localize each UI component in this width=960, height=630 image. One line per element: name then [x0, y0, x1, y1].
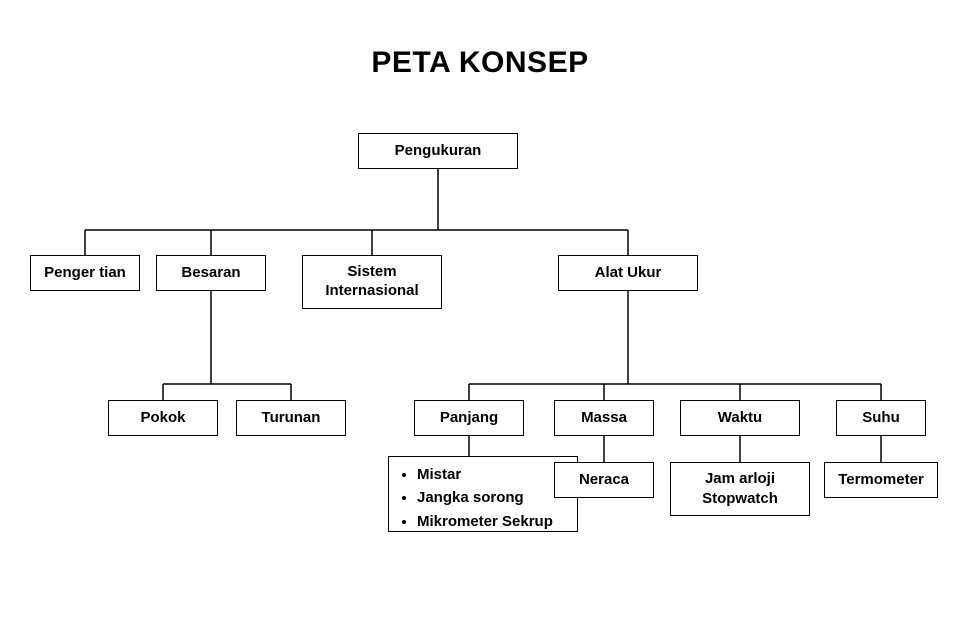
node-massa: Massa	[554, 400, 654, 436]
node-pengertian: Penger tian	[30, 255, 140, 291]
node-turunan-label: Turunan	[243, 409, 339, 428]
node-si-label: SistemInternasional	[309, 263, 435, 301]
leaf-neraca: Neraca	[554, 462, 654, 498]
node-waktu-label: Waktu	[687, 409, 793, 428]
node-besaran: Besaran	[156, 255, 266, 291]
node-alat: Alat Ukur	[558, 255, 698, 291]
node-waktu: Waktu	[680, 400, 800, 436]
leaf-panjang-item: Mikrometer Sekrup	[417, 510, 567, 533]
node-pengertian-label: Penger tian	[37, 264, 133, 283]
node-massa-label: Massa	[561, 409, 647, 428]
node-root-label: Pengukuran	[365, 142, 511, 161]
leaf-neraca-label: Neraca	[579, 470, 629, 490]
node-panjang: Panjang	[414, 400, 524, 436]
leaf-waktu: Jam arlojiStopwatch	[670, 462, 810, 516]
leaf-waktu-label: Jam arlojiStopwatch	[702, 469, 778, 510]
node-suhu-label: Suhu	[843, 409, 919, 428]
diagram-title: PETA KONSEP	[0, 46, 960, 80]
leaf-panjang-list: Mistar Jangka sorong Mikrometer Sekrup	[399, 463, 567, 533]
node-si: SistemInternasional	[302, 255, 442, 309]
node-root: Pengukuran	[358, 133, 518, 169]
leaf-termometer-label: Termometer	[838, 470, 924, 490]
node-besaran-label: Besaran	[163, 264, 259, 283]
node-alat-label: Alat Ukur	[565, 264, 691, 283]
node-pokok-label: Pokok	[115, 409, 211, 428]
node-panjang-label: Panjang	[421, 409, 517, 428]
node-pokok: Pokok	[108, 400, 218, 436]
leaf-panjang-item: Mistar	[417, 463, 567, 486]
node-turunan: Turunan	[236, 400, 346, 436]
diagram-edges	[0, 0, 960, 630]
leaf-panjang-item: Jangka sorong	[417, 486, 567, 509]
leaf-panjang: Mistar Jangka sorong Mikrometer Sekrup	[388, 456, 578, 532]
node-suhu: Suhu	[836, 400, 926, 436]
leaf-termometer: Termometer	[824, 462, 938, 498]
diagram-stage: PETA KONSEP Pengukuran Pe	[0, 0, 960, 630]
